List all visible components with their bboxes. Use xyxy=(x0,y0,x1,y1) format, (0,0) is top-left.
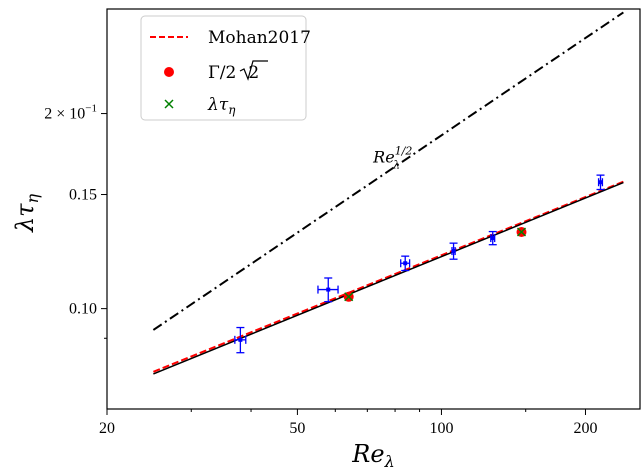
slope-annotation: Re1/2 xyxy=(372,145,412,167)
error-bar-square-marker xyxy=(598,180,603,185)
y-tick-label: 0.10 xyxy=(69,301,97,318)
legend-label-gamma-sqrt-radicand: 2 xyxy=(248,63,259,83)
x-axis-label: Reλ xyxy=(351,440,394,471)
fit-line xyxy=(153,181,624,375)
slope-annotation-sub: λ xyxy=(392,159,400,172)
legend-x-marker xyxy=(164,99,174,109)
legend-label-mohan2017: Mohan2017 xyxy=(208,28,311,48)
legend-frame xyxy=(140,15,307,121)
legend-label-gamma-pre: Γ/2 xyxy=(208,63,236,83)
legend-label-lambda-tau-base: λτ xyxy=(207,95,229,115)
lambda-tau-x-point xyxy=(516,227,527,237)
error-bar-point xyxy=(449,242,458,260)
legend-circle-marker xyxy=(164,67,174,77)
lambda-tau-x-point xyxy=(344,292,354,302)
error-bar-square-marker xyxy=(238,337,243,342)
x-tick-label: 20 xyxy=(99,420,115,437)
plot-area xyxy=(152,11,624,375)
y-tick-label: 2 × 10−1 xyxy=(44,103,97,123)
y-axis-label-sub: η xyxy=(23,194,42,204)
slope-annotation-sup: 1/2 xyxy=(395,145,413,158)
error-bar-point xyxy=(317,277,339,303)
error-bar-point xyxy=(234,326,247,354)
x-tick-label: 100 xyxy=(429,420,453,437)
x-stroke xyxy=(344,292,354,302)
legend-label-gamma: Γ/2 2 xyxy=(208,63,259,83)
x-tick-label: 200 xyxy=(573,420,597,437)
error-bar-point xyxy=(596,174,605,191)
y-axis-label-base: λτ xyxy=(11,203,39,233)
y-axis-label: λτη xyxy=(11,194,42,234)
legend-label-lambda-tau: λτη xyxy=(207,95,236,117)
mohan2017-dashed-line xyxy=(152,180,624,373)
legend-sqrt-sign xyxy=(239,60,268,81)
legend-label-lambda-tau-sub: η xyxy=(228,103,236,117)
x-axis-label-sub: λ xyxy=(384,452,395,471)
x-tick-label: 50 xyxy=(289,420,305,437)
y-tick-label: 0.15 xyxy=(69,187,97,204)
error-bar-square-marker xyxy=(403,261,408,266)
x-axis-label-base: Re xyxy=(351,440,384,468)
y-tick-label-exp: −1 xyxy=(85,103,97,115)
x-stroke xyxy=(516,227,527,237)
error-bar-square-marker xyxy=(490,236,495,241)
error-bar-point xyxy=(488,230,497,246)
error-bar-point xyxy=(400,255,411,272)
axis-ticks: 20 50 100 200 0.10 0.15 2 × 10−1 xyxy=(44,103,597,437)
error-bar-square-marker xyxy=(326,287,331,292)
slope-reference-dashdot-line xyxy=(152,11,624,331)
plot-frame xyxy=(106,8,641,410)
slope-annotation-base: Re xyxy=(372,148,395,167)
y-tick-label-base: 2 × 10 xyxy=(44,106,85,123)
error-bar-square-marker xyxy=(451,249,456,254)
legend: Mohan2017 Γ/2 2 λτη xyxy=(140,15,311,121)
